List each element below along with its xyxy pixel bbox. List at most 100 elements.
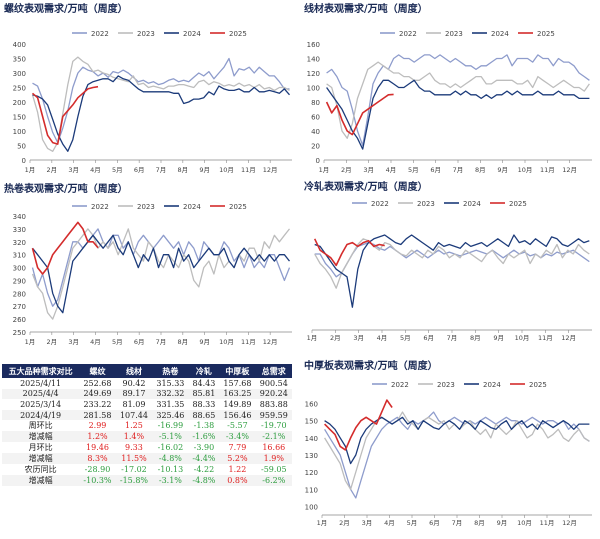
y-tick-label: 160 <box>305 401 318 409</box>
x-tick-label: 4月 <box>90 338 101 346</box>
x-tick-label: 12月 <box>562 519 577 527</box>
legend-label-2024: 2024 <box>183 203 201 211</box>
table-cell: 5.2% <box>219 453 256 465</box>
series-line-2024 <box>31 234 291 314</box>
series-line-2023 <box>31 56 290 152</box>
chart-panel-medium-plate: 中厚板表观需求/万吨（周度） 100 110 120 130 140 150 160 1月 2月… <box>300 357 600 535</box>
legend-label-2023: 2023 <box>417 200 435 208</box>
y-tick-label: 250 <box>13 329 26 337</box>
y-tick-label: 260 <box>13 316 26 324</box>
y-tick-label: 150 <box>305 418 318 426</box>
legend-label-2023: 2023 <box>437 381 455 389</box>
table-cell: -6.2% <box>255 475 292 487</box>
y-tick-label: 60 <box>311 114 320 122</box>
table-cell: 1.9% <box>255 453 292 465</box>
legend-label-2025: 2025 <box>509 200 527 208</box>
x-tick-label: 3月 <box>353 334 364 342</box>
table-cell: 2.99 <box>88 421 107 431</box>
y-tick-label: 280 <box>13 290 26 298</box>
table-cell: 90.42 <box>122 378 146 388</box>
series-line-2022 <box>326 54 590 147</box>
chart-rebar: 0 50 100 150 200 250 300 350 400 1月 2月 3月 4月 5月 6月 7月 8月… <box>13 30 292 174</box>
chart-medium-plate: 100 110 120 130 140 150 160 1月 2月 3月 4月 5月 6月 7月 8月 9月 1… <box>305 381 592 527</box>
chart-title: 螺纹表观需求/万吨（周度） <box>4 4 128 15</box>
y-tick-label: 0 <box>316 157 320 165</box>
x-tick-label: 12月 <box>561 334 576 342</box>
x-tick-label: 6月 <box>430 166 441 174</box>
table-cell: 81.09 <box>122 399 146 409</box>
x-tick-label: 7月 <box>447 334 458 342</box>
x-tick-label: 1月 <box>317 519 328 527</box>
table-cell: -1.38 <box>193 421 215 431</box>
row-label: 增减幅 <box>2 453 80 465</box>
legend-label-2025: 2025 <box>229 203 247 211</box>
table-cell: -3.1% <box>152 475 189 487</box>
x-tick-label: 9月 <box>199 166 210 174</box>
x-tick-label: 8月 <box>475 166 486 174</box>
table-header: 五大品种需求对比 <box>2 364 80 378</box>
x-tick-label: 11月 <box>538 334 553 342</box>
x-tick-label: 1月 <box>25 338 36 346</box>
series-line-2023 <box>31 228 291 320</box>
x-tick-label: 10月 <box>219 338 234 346</box>
x-tick-label: 4月 <box>386 166 397 174</box>
y-tick-label: 100 <box>305 503 318 511</box>
y-tick-label: 320 <box>13 239 26 247</box>
x-tick-label: 5月 <box>407 519 418 527</box>
x-tick-label: 1月 <box>307 334 318 342</box>
table-cell: 959.59 <box>255 409 292 421</box>
x-tick-label: 4月 <box>377 334 388 342</box>
table-cell: -2.1% <box>255 431 292 443</box>
legend-label-2024: 2024 <box>463 200 481 208</box>
row-label: 月环比 <box>28 443 53 453</box>
table-cell: -3.90 <box>193 443 215 453</box>
y-tick-label: 100 <box>307 85 320 93</box>
table-cell: 8.3% <box>79 453 116 465</box>
table-cell: 107.44 <box>115 409 153 421</box>
table-row: 2024/4/19 281.58 107.44 325.46 88.65 156.46 95… <box>2 409 292 421</box>
legend-label-2022: 2022 <box>391 381 409 389</box>
series-line-2025 <box>325 93 394 136</box>
table-cell: 1.2% <box>79 431 116 443</box>
series-line-2024 <box>32 75 290 152</box>
table-header-row: 五大品种需求对比 螺纹 线材 热卷 冷轧 中厚板 总需求 <box>2 364 292 378</box>
x-tick-label: 5月 <box>112 338 123 346</box>
x-tick-label: 2月 <box>47 166 58 174</box>
x-tick-label: 8月 <box>474 519 485 527</box>
table-header: 中厚板 <box>219 364 256 378</box>
table-cell: 1.25 <box>125 421 143 431</box>
y-tick-label: 120 <box>307 70 320 78</box>
x-tick-label: 3月 <box>363 166 374 174</box>
table-cell: 16.66 <box>262 443 286 453</box>
table-cell: 249.69 <box>79 388 116 400</box>
row-label: 农历同比 <box>24 465 57 475</box>
table-cell: -10.3% <box>79 475 116 487</box>
row-label: 周环比 <box>28 421 53 431</box>
table-cell: 19.46 <box>86 443 109 453</box>
table-cell: 9.33 <box>125 443 143 453</box>
table-cell: 11.5% <box>115 453 153 465</box>
y-tick-label: 100 <box>13 128 26 136</box>
y-tick-label: 160 <box>307 41 320 49</box>
chart-title: 线材表观需求/万吨（周度） <box>304 4 428 15</box>
x-tick-label: 3月 <box>362 519 373 527</box>
legend-label-2025: 2025 <box>529 381 547 389</box>
x-tick-label: 2月 <box>341 166 352 174</box>
series-line-2023 <box>324 411 590 490</box>
legend-label-2024: 2024 <box>483 381 501 389</box>
table-cell: -17.02 <box>121 465 147 475</box>
chart-title: 冷轧表观需求/万吨（周度） <box>304 182 428 193</box>
table-cell: -3.4% <box>219 431 256 443</box>
x-tick-label: 3月 <box>68 166 79 174</box>
table-cell: -1.6% <box>188 431 220 443</box>
x-tick-label: 10月 <box>517 519 532 527</box>
table-cell: 920.24 <box>255 388 292 400</box>
legend-label-2022: 2022 <box>91 203 109 211</box>
table-row: 周环比 2.99 1.25 -16.99 -1.38 -5.57 -19.70 <box>2 420 292 431</box>
table-cell: 89.17 <box>115 388 153 400</box>
table-cell: 84.43 <box>192 378 216 388</box>
x-tick-label: 8月 <box>470 334 481 342</box>
table-cell: -4.8% <box>188 475 220 487</box>
y-tick-label: 110 <box>305 486 318 494</box>
y-tick-label: 150 <box>13 114 26 122</box>
